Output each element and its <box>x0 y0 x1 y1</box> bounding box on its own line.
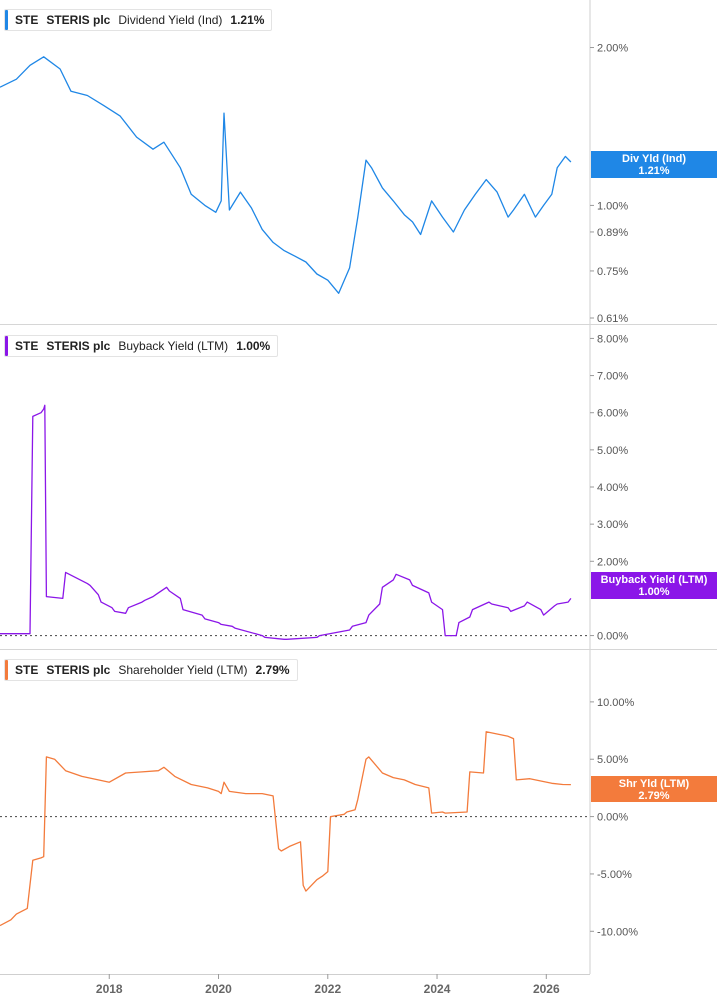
y-tick-label: -5.00% <box>597 869 632 881</box>
y-tick-label: 0.89% <box>597 227 628 239</box>
tag-value: 1.00% <box>638 586 670 598</box>
y-tick-label: 2.00% <box>597 43 628 55</box>
y-tick-label: 5.00% <box>597 445 628 457</box>
y-tick-label: 5.00% <box>597 754 628 766</box>
y-tick-label: 7.00% <box>597 371 628 383</box>
x-tick-label: 2026 <box>533 982 560 996</box>
current-value-tag-buyback: Buyback Yield (LTM) 1.00% <box>591 572 717 599</box>
series-line <box>0 731 571 927</box>
y-tick-label: -10.00% <box>597 926 638 938</box>
legend-dividend-yield: STE STERIS plc Dividend Yield (Ind) 1.21… <box>4 9 273 31</box>
current-value-tag-dividend: Div Yld (Ind) 1.21% <box>591 151 717 178</box>
legend-value: 1.21% <box>230 13 265 27</box>
y-tick-label: 0.75% <box>597 266 628 278</box>
series-line <box>0 404 572 640</box>
y-tick-label: 4.00% <box>597 482 628 494</box>
y-tick-label: 3.00% <box>597 519 628 531</box>
legend-buyback-yield: STE STERIS plc Buyback Yield (LTM) 1.00% <box>4 335 279 357</box>
series-line <box>0 56 572 294</box>
legend-company: STERIS plc <box>46 663 111 677</box>
x-tick-label: 2020 <box>205 982 232 996</box>
tag-value: 2.79% <box>638 790 670 802</box>
y-tick-label: 0.00% <box>597 812 628 824</box>
y-tick-label: 0.61% <box>597 313 628 325</box>
x-tick-label: 2022 <box>314 982 341 996</box>
tag-label: Buyback Yield (LTM) <box>600 574 708 586</box>
current-value-tag-shareholder: Shr Yld (LTM) 2.79% <box>591 776 717 802</box>
y-tick-label: 0.00% <box>597 631 628 643</box>
tag-label: Div Yld (Ind) <box>622 153 686 165</box>
legend-metric: Buyback Yield (LTM) <box>118 339 229 353</box>
legend-company: STERIS plc <box>46 13 111 27</box>
legend-color-swatch <box>5 10 8 30</box>
tag-label: Shr Yld (LTM) <box>618 778 690 790</box>
legend-company: STERIS plc <box>46 339 111 353</box>
y-tick-label: 8.00% <box>597 333 628 345</box>
legend-ticker: STE <box>15 339 39 353</box>
y-tick-label: 2.00% <box>597 556 628 568</box>
tag-value: 1.21% <box>638 165 670 177</box>
legend-ticker: STE <box>15 663 39 677</box>
y-tick-label: 10.00% <box>597 697 635 709</box>
y-tick-label: 1.00% <box>597 200 628 212</box>
legend-shareholder-yield: STE STERIS plc Shareholder Yield (LTM) 2… <box>4 659 298 681</box>
legend-value: 1.00% <box>236 339 271 353</box>
legend-color-swatch <box>5 336 8 356</box>
x-tick-label: 2024 <box>424 982 451 996</box>
legend-ticker: STE <box>15 13 39 27</box>
legend-metric: Dividend Yield (Ind) <box>118 13 223 27</box>
legend-value: 2.79% <box>255 663 290 677</box>
legend-metric: Shareholder Yield (LTM) <box>118 663 248 677</box>
y-tick-label: 6.00% <box>597 408 628 420</box>
legend-color-swatch <box>5 660 8 680</box>
x-tick-label: 2018 <box>96 982 123 996</box>
